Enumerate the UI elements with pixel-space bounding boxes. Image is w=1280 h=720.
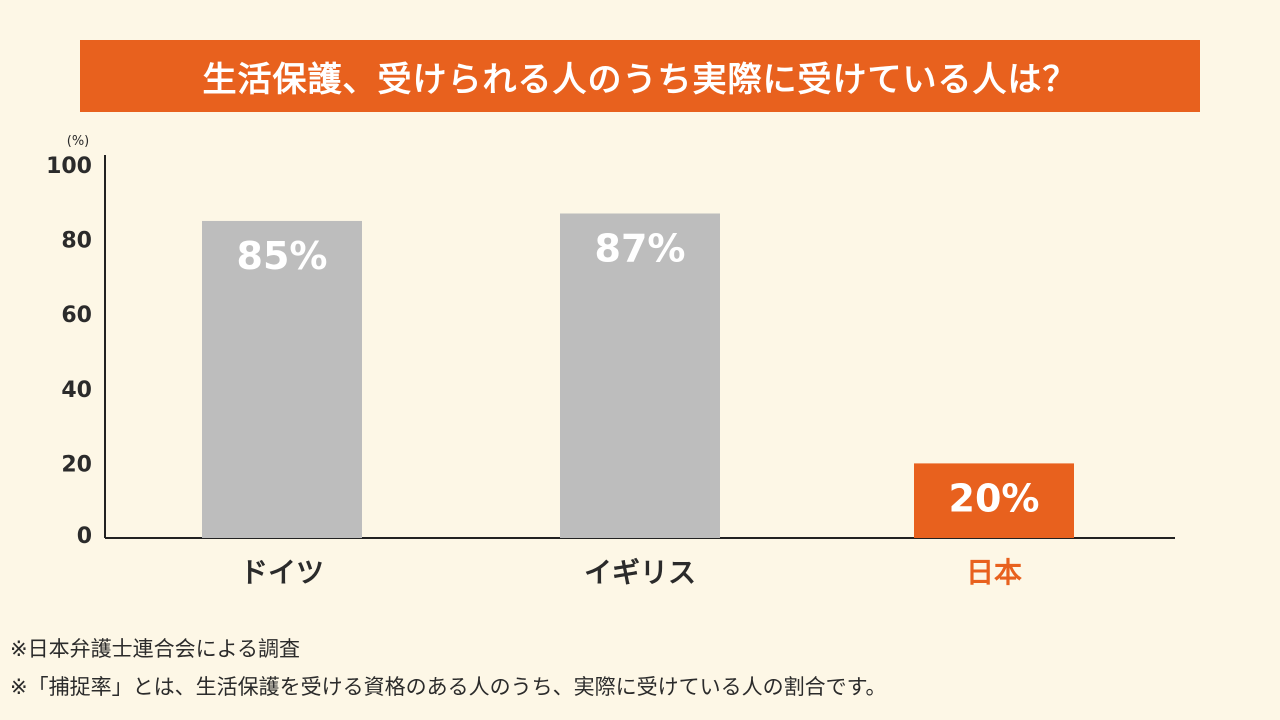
y-tick-label: 20 <box>61 452 92 477</box>
x-tick-labels: ドイツ イギリス 日本 <box>240 556 1022 589</box>
bars: 85% 87% 20% <box>202 213 1074 539</box>
y-tick-label: 40 <box>61 378 92 403</box>
bar <box>560 213 720 539</box>
y-tick-label: 80 <box>61 229 92 254</box>
y-tick-label: 0 <box>77 524 92 549</box>
footnotes: ※日本弁護士連合会による調査 ※「捕捉率」とは、生活保護を受ける資格のある人のう… <box>10 630 887 706</box>
y-tick-label: 100 <box>46 154 92 179</box>
bar-chart: (%) 0 20 40 60 80 100 85% 87% 20% ドイツ イギリス 日本 <box>46 134 1175 589</box>
y-unit-label: (%) <box>67 134 90 149</box>
bar-value-label: 85% <box>237 234 328 278</box>
bar <box>914 463 1074 538</box>
footnote-source: ※日本弁護士連合会による調査 <box>10 637 300 661</box>
bar <box>202 220 362 538</box>
x-tick-label: ドイツ <box>240 556 324 589</box>
y-tick-label: 60 <box>61 303 92 328</box>
footnote-definition: ※「捕捉率」とは、生活保護を受ける資格のある人のうち、実際に受けている人の割合で… <box>10 675 887 699</box>
title-banner: 生活保護、受けられる人のうち実際に受けている人は？ <box>80 40 1200 112</box>
bar-value-label: 87% <box>595 226 686 270</box>
bar-value-label: 20% <box>949 476 1040 520</box>
chart-title: 生活保護、受けられる人のうち実際に受けている人は？ <box>202 59 1078 100</box>
y-tick-labels: 0 20 40 60 80 100 <box>46 154 92 549</box>
x-tick-label: イギリス <box>584 556 696 589</box>
x-tick-label: 日本 <box>966 556 1022 589</box>
